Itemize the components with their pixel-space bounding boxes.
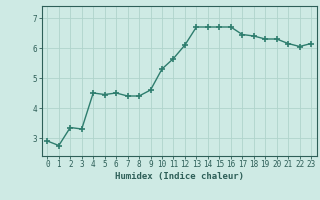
X-axis label: Humidex (Indice chaleur): Humidex (Indice chaleur) bbox=[115, 172, 244, 181]
